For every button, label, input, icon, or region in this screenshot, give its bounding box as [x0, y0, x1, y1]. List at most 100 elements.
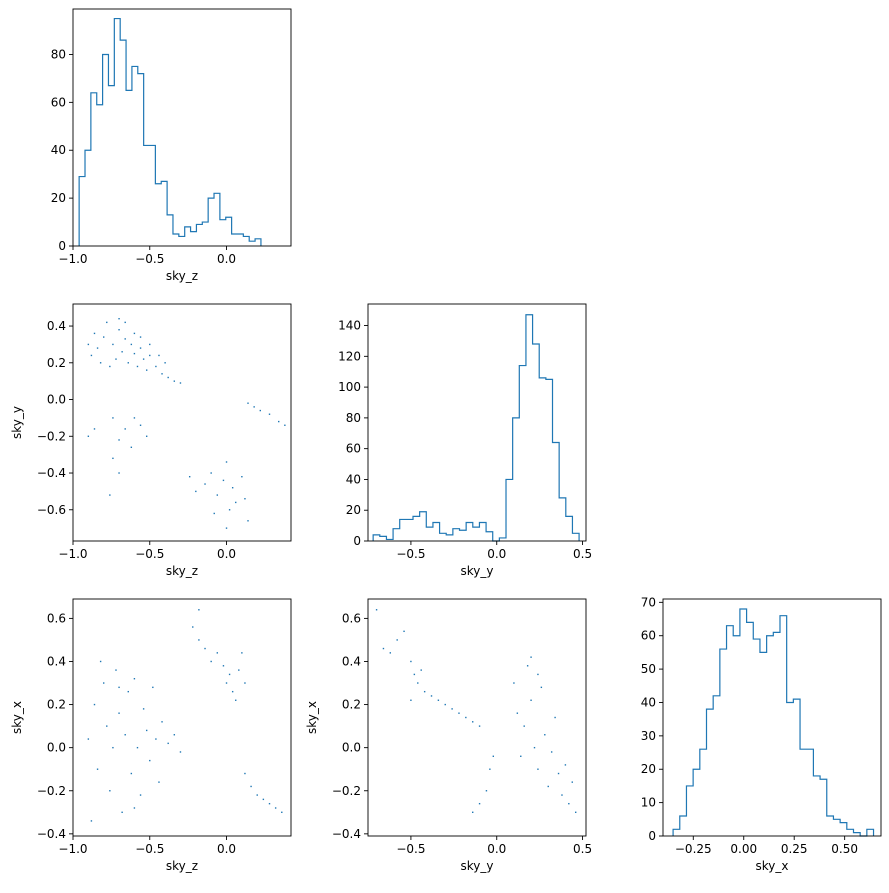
scatter-point [268, 413, 271, 415]
scatter-point [127, 690, 129, 693]
scatter-point [478, 802, 481, 805]
scatter-point [216, 652, 219, 654]
scatter-point [195, 490, 197, 493]
scatter-point [568, 802, 570, 805]
y-tick-label: −0.4 [37, 466, 66, 480]
scatter-point [564, 764, 567, 766]
panel-scatter-y-x: −0.5 0.0 0.5 0.6 0.4 0.2 0.0 −0.2 −0.4 sky_y sky_x [305, 598, 592, 873]
x-tick-label: −1.0 [58, 842, 87, 856]
scatter-point [244, 498, 246, 500]
y-tick-label: 20 [346, 503, 361, 517]
x-axis-label: sky_y [461, 859, 494, 873]
scatter-point [540, 686, 543, 689]
scatter-point [241, 652, 243, 654]
y-tick-label: 0.4 [342, 654, 361, 668]
scatter-point [420, 669, 422, 671]
x-tick-label: 0.0 [217, 842, 236, 856]
x-tick-label: 0.00 [730, 842, 757, 856]
scatter-point [121, 351, 123, 353]
x-tick-label: 0.50 [831, 842, 858, 856]
scatter-point [225, 527, 228, 529]
scatter-point [262, 798, 265, 801]
scatter-point [155, 738, 157, 740]
y-tick-label: 40 [51, 143, 66, 157]
scatter-point [115, 358, 117, 360]
axes-frame [72, 598, 292, 837]
scatter-point [389, 652, 392, 654]
axes-frame [367, 303, 587, 542]
scatter-point [210, 472, 212, 474]
x-tick-label: −1.0 [58, 547, 87, 561]
scatter-point [90, 820, 93, 822]
scatter-point [149, 759, 151, 762]
scatter-point [537, 673, 539, 676]
scatter-point [118, 686, 120, 689]
scatter-point [375, 609, 378, 611]
y-tick-label: 0.0 [342, 741, 361, 755]
x-tick-label: −0.5 [135, 252, 164, 266]
scatter-point [250, 785, 252, 788]
scatter-point [210, 660, 212, 663]
y-tick-label: 0.2 [342, 698, 361, 712]
scatter-point [575, 811, 577, 813]
scatter-point [173, 734, 176, 736]
y-tick-label: −0.2 [37, 429, 66, 443]
scatter-point [133, 332, 136, 335]
scatter-point [444, 703, 446, 706]
scatter-point [167, 742, 169, 745]
scatter-point [423, 690, 426, 693]
panel-hist-sky-y: −0.5 0.0 0.5 0 20 40 60 80 100 120 140 sky_y [338, 303, 592, 578]
scatter-point [544, 734, 546, 736]
scatter-point [155, 365, 157, 368]
scatter-point [130, 446, 133, 448]
scatter-point [112, 457, 114, 460]
scatter-point [109, 365, 111, 368]
scatter-point [99, 362, 102, 364]
scatter-point [93, 428, 96, 430]
scatter-point [112, 746, 114, 749]
scatter-point [410, 699, 412, 701]
scatter-point [213, 512, 215, 515]
x-tick-label: −0.5 [135, 547, 164, 561]
scatter-point [284, 424, 286, 426]
scatter-point [142, 358, 145, 360]
scatter-point [274, 807, 277, 809]
scatter-point [192, 626, 194, 628]
scatter-point [130, 343, 133, 346]
y-tick-label: −0.4 [37, 827, 66, 841]
scatter-point [410, 660, 412, 663]
y-tick-label: 140 [338, 319, 361, 333]
scatter-point [222, 665, 225, 667]
scatter-point [93, 703, 96, 706]
scatter-point [139, 424, 142, 426]
x-tick-label: −0.5 [396, 842, 425, 856]
y-tick-label: 60 [346, 442, 361, 456]
scatter-point [133, 678, 136, 680]
scatter-point [133, 417, 136, 419]
scatter-point [87, 435, 90, 437]
scatter-point [235, 501, 237, 504]
scatter-point [523, 725, 525, 727]
histogram-step-line [78, 17, 262, 246]
x-tick-label: −1.0 [58, 252, 87, 266]
scatter-point [513, 682, 515, 684]
scatter-point [403, 630, 405, 633]
scatter-point [465, 716, 467, 719]
scatter-point [136, 365, 139, 368]
scatter-point [437, 699, 440, 701]
x-tick-label: 0.5 [573, 842, 592, 856]
y-tick-label: −0.2 [332, 784, 361, 798]
scatter-point [247, 520, 249, 522]
scatter-point [222, 479, 225, 482]
scatter-point [458, 712, 460, 714]
scatter-point [96, 768, 99, 770]
scatter-point [526, 665, 529, 667]
scatter-point [124, 428, 126, 430]
y-axis-label: sky_y [10, 406, 24, 439]
scatter-point [106, 321, 108, 324]
x-tick-label: −0.5 [396, 547, 425, 561]
y-axis-label: sky_x [10, 701, 24, 734]
y-tick-label: 20 [641, 762, 656, 776]
scatter-point [118, 472, 120, 474]
scatter-point [124, 734, 126, 736]
